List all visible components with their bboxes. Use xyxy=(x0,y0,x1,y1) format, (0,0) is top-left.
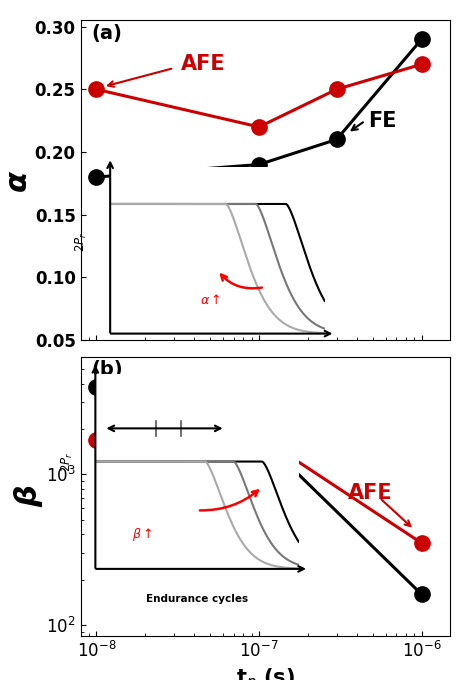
Text: AFE: AFE xyxy=(181,54,225,74)
Text: (a): (a) xyxy=(91,24,123,43)
X-axis label: t$_p$ (s): t$_p$ (s) xyxy=(236,666,295,680)
Text: (b): (b) xyxy=(91,360,123,379)
Text: FE: FE xyxy=(368,111,397,131)
Y-axis label: β: β xyxy=(14,486,43,507)
Text: AFE: AFE xyxy=(347,483,392,503)
Y-axis label: α: α xyxy=(3,170,32,190)
Text: FE: FE xyxy=(161,382,190,403)
